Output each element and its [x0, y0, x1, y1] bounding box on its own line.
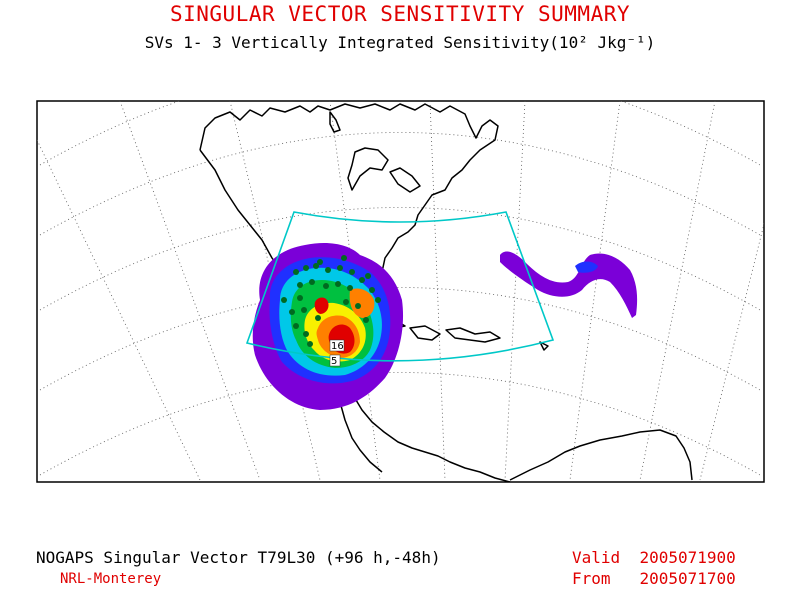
map-frame [36, 100, 765, 483]
sensitivity-marker [313, 263, 319, 269]
sensitivity-contours-atlantic [500, 251, 638, 318]
sensitivity-marker [317, 259, 323, 265]
contour-level-orange-east [349, 288, 375, 318]
sensitivity-marker [293, 269, 299, 275]
sensitivity-marker [335, 281, 341, 287]
sensitivity-marker [369, 287, 375, 293]
sensitivity-marker [303, 331, 309, 337]
sensitivity-marker [365, 273, 371, 279]
sensitivity-marker [325, 267, 331, 273]
contour-label-5: 5 [331, 356, 337, 367]
valid-time-row: Valid 2005071900 [572, 548, 736, 567]
sensitivity-marker [347, 285, 353, 291]
sensitivity-marker [297, 282, 303, 288]
sensitivity-markers [281, 255, 381, 347]
sensitivity-marker [343, 299, 349, 305]
from-label: From [572, 569, 611, 588]
sensitivity-marker [363, 317, 369, 323]
sensitivity-marker [355, 303, 361, 309]
sensitivity-marker [323, 283, 329, 289]
target-region-box [245, 211, 555, 362]
graticule [37, 101, 764, 481]
sensitivity-marker [281, 297, 287, 303]
sensitivity-marker [297, 295, 303, 301]
sensitivity-marker [289, 309, 295, 315]
model-description: NOGAPS Singular Vector T79L30 (+96 h,-48… [36, 548, 441, 567]
sensitivity-marker [375, 297, 381, 303]
sensitivity-marker [337, 265, 343, 271]
sensitivity-marker [301, 307, 307, 313]
from-time-row: From 2005071700 [572, 569, 736, 588]
contour-atlantic-blue [575, 261, 598, 273]
chart-title: SINGULAR VECTOR SENSITIVITY SUMMARY [169, 2, 630, 26]
sensitivity-marker [359, 277, 365, 283]
chart-subtitle: SVs 1- 3 Vertically Integrated Sensitivi… [144, 33, 656, 52]
sensitivity-marker [349, 269, 355, 275]
organization-label: NRL-Monterey [60, 571, 162, 587]
contour-atlantic-violet [500, 251, 638, 318]
from-time-value: 2005071700 [639, 569, 736, 588]
valid-label: Valid [572, 548, 621, 567]
sensitivity-marker [341, 255, 347, 261]
sensitivity-marker [309, 279, 315, 285]
valid-time-value: 2005071900 [639, 548, 736, 567]
contour-labels: 16 5 [329, 339, 345, 367]
sensitivity-marker [293, 323, 299, 329]
contour-level-red-small [314, 297, 329, 314]
sensitivity-marker [307, 341, 313, 347]
sensitivity-marker [315, 315, 321, 321]
contour-label-16: 16 [331, 341, 344, 352]
sensitivity-marker [303, 265, 309, 271]
sensitivity-contours-main [252, 243, 404, 410]
